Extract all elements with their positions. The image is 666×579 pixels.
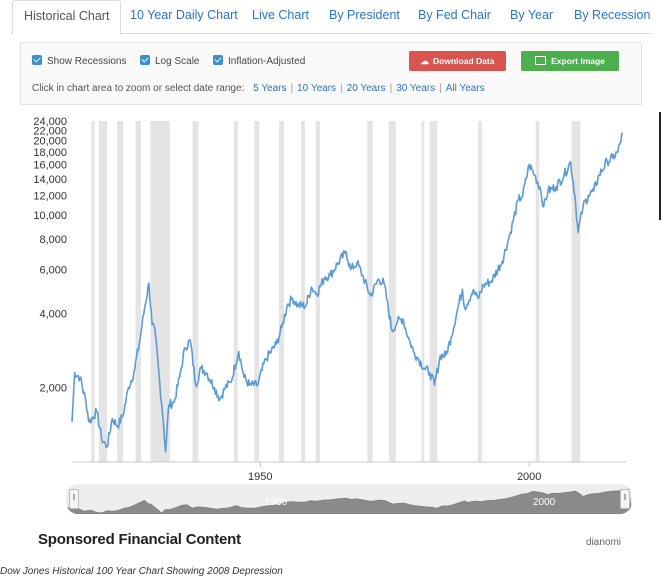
y-tick-label: 20,000 bbox=[33, 136, 67, 148]
figure-caption: Dow Jones Historical 100 Year Chart Show… bbox=[0, 566, 283, 577]
recession-band bbox=[388, 121, 396, 462]
inflation-adjusted-label: Inflation-Adjusted bbox=[228, 56, 306, 67]
zoom-all-years-link[interactable]: All Years bbox=[445, 83, 485, 94]
navigator-label-2000: 2000 bbox=[533, 497, 556, 508]
recession-band bbox=[367, 121, 373, 462]
y-tick-label: 16,000 bbox=[33, 160, 67, 172]
y-tick-label: 6,000 bbox=[39, 265, 67, 277]
recession-band bbox=[571, 121, 581, 462]
zoom-5-years-link[interactable]: 5 Years bbox=[253, 83, 287, 94]
image-icon bbox=[535, 56, 547, 65]
recession-band bbox=[117, 121, 124, 462]
navigator-left-handle[interactable]: ‖ bbox=[69, 489, 79, 509]
navigator-area bbox=[66, 488, 632, 514]
y-tick-label: 2,000 bbox=[39, 383, 67, 395]
zoom-separator: | bbox=[389, 83, 393, 94]
export-image-button[interactable]: Export Image bbox=[521, 51, 619, 71]
recession-band bbox=[98, 121, 107, 462]
tab-by-recession[interactable]: By Recession bbox=[574, 8, 651, 22]
dow-price-line bbox=[71, 132, 624, 453]
chart-axes: 2,000 4,000 6,000 8,000 10,000 12,000 14,000 16… bbox=[33, 116, 626, 482]
recession-bands bbox=[91, 121, 581, 462]
recession-band bbox=[421, 121, 425, 462]
inflation-adjusted-checkbox[interactable] bbox=[213, 55, 223, 65]
x-tick-label: 2000 bbox=[517, 471, 541, 482]
inflation-adjusted-option[interactable]: Inflation-Adjusted bbox=[213, 55, 305, 67]
y-tick-label: 10,000 bbox=[33, 210, 67, 222]
price-series bbox=[71, 132, 624, 453]
zoom-20-years-link[interactable]: 20 Years bbox=[346, 83, 386, 94]
recession-band bbox=[254, 121, 260, 462]
zoom-separator: | bbox=[340, 83, 343, 94]
range-navigator[interactable]: 1950 2000 bbox=[66, 484, 632, 514]
tab-by-president[interactable]: By President bbox=[329, 8, 400, 22]
recession-band bbox=[315, 121, 320, 462]
recession-band bbox=[301, 121, 305, 462]
log-scale-checkbox[interactable] bbox=[140, 55, 150, 65]
show-recessions-label: Show Recessions bbox=[47, 56, 127, 67]
navigator-label-1950: 1950 bbox=[265, 497, 288, 508]
chart-toolbar: Show Recessions Log Scale Inflation-Adju… bbox=[20, 42, 642, 105]
y-tick-label: 22,000 bbox=[33, 125, 67, 137]
zoom-prompt: Click in chart area to zoom or select da… bbox=[32, 83, 245, 94]
zoom-separator: | bbox=[439, 83, 442, 94]
y-tick-label: 8,000 bbox=[39, 234, 67, 246]
recession-band bbox=[91, 121, 95, 462]
y-tick-label: 4,000 bbox=[39, 308, 67, 320]
x-tick-label: 1950 bbox=[248, 471, 272, 482]
tab-by-year[interactable]: By Year bbox=[510, 8, 554, 22]
tab-bar: Historical Chart 10 Year Daily Chart Liv… bbox=[12, 0, 652, 35]
download-data-button[interactable]: ☁ Download Data bbox=[409, 51, 506, 71]
tab-historical-chart[interactable]: Historical Chart bbox=[12, 0, 122, 35]
recession-band bbox=[192, 121, 199, 462]
show-recessions-option[interactable]: Show Recessions bbox=[32, 55, 126, 67]
scroll-indicator bbox=[659, 112, 661, 220]
show-recessions-checkbox[interactable] bbox=[32, 55, 42, 65]
y-tick-label: 14,000 bbox=[33, 174, 67, 186]
y-tick-label: 12,000 bbox=[33, 190, 67, 202]
recession-band bbox=[429, 121, 438, 462]
dow-jones-chart[interactable]: 2,000 4,000 6,000 8,000 10,000 12,000 14,000 16… bbox=[0, 112, 660, 482]
recession-band bbox=[279, 121, 284, 462]
dianomi-logo[interactable]: dianomi bbox=[586, 537, 622, 548]
tab-by-fed-chair[interactable]: By Fed Chair bbox=[418, 8, 491, 22]
download-icon: ☁ bbox=[420, 56, 430, 66]
navigator-mini-chart bbox=[66, 488, 632, 514]
zoom-separator: | bbox=[290, 83, 294, 94]
zoom-range-row: Click in chart area to zoom or select da… bbox=[32, 83, 485, 94]
download-data-label: Download Data bbox=[433, 56, 495, 66]
export-image-label: Export Image bbox=[551, 56, 605, 66]
tab-10-year-daily-chart[interactable]: 10 Year Daily Chart bbox=[130, 8, 238, 22]
y-tick-label: 24,000 bbox=[33, 116, 67, 128]
recession-band bbox=[150, 121, 170, 462]
y-tick-label: 18,000 bbox=[33, 147, 67, 159]
recession-band bbox=[233, 121, 238, 462]
sponsored-content-title: Sponsored Financial Content bbox=[38, 531, 241, 548]
tab-live-chart[interactable]: Live Chart bbox=[252, 8, 309, 22]
recession-band bbox=[135, 121, 141, 462]
log-scale-option[interactable]: Log Scale bbox=[140, 55, 199, 67]
log-scale-label: Log Scale bbox=[155, 56, 200, 67]
zoom-10-years-link[interactable]: 10 Years bbox=[297, 83, 337, 94]
recession-band bbox=[535, 121, 540, 462]
navigator-right-handle[interactable]: ‖ bbox=[620, 489, 630, 509]
zoom-30-years-link[interactable]: 30 Years bbox=[396, 83, 436, 94]
